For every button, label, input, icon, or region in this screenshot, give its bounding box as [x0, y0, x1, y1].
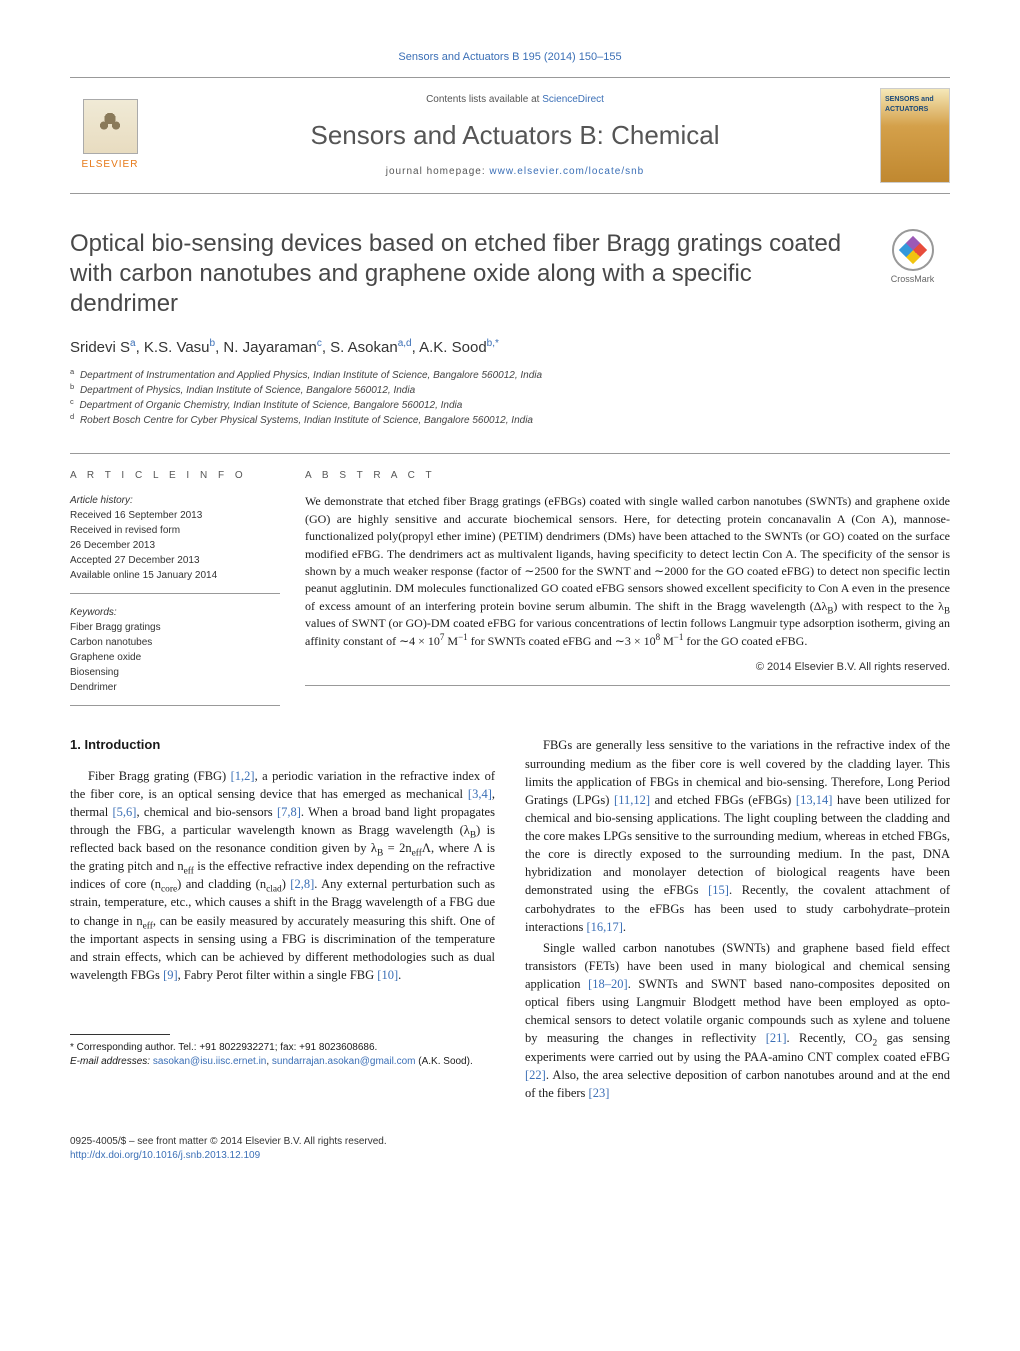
journal-cover-thumbnail: SENSORS and ACTUATORS: [880, 88, 950, 183]
keyword: Graphene oxide: [70, 650, 280, 665]
affiliations: a Department of Instrumentation and Appl…: [70, 368, 950, 428]
keywords-heading: Keywords:: [70, 607, 117, 618]
email-link-2[interactable]: sundarrajan.asokan@gmail.com: [272, 1056, 416, 1067]
journal-homepage-line: journal homepage: www.elsevier.com/locat…: [150, 165, 880, 179]
crossmark-label: CrossMark: [891, 273, 935, 286]
issn-line: 0925-4005/$ – see front matter © 2014 El…: [70, 1135, 950, 1149]
history-heading: Article history:: [70, 495, 133, 506]
abstract-label: a b s t r a c t: [305, 469, 950, 483]
abstract-text: We demonstrate that etched fiber Bragg g…: [305, 493, 950, 650]
footnote-rule: [70, 1034, 170, 1035]
journal-header: ELSEVIER Contents lists available at Sci…: [70, 77, 950, 194]
affiliation-line: b Department of Physics, Indian Institut…: [70, 383, 950, 398]
crossmark-badge[interactable]: CrossMark: [875, 229, 950, 286]
keyword: Carbon nanotubes: [70, 635, 280, 650]
crossmark-icon: [892, 229, 934, 271]
affiliation-line: a Department of Instrumentation and Appl…: [70, 368, 950, 383]
history-line: Received 16 September 2013: [70, 508, 280, 523]
intro-paragraph-3: Single walled carbon nanotubes (SWNTs) a…: [525, 939, 950, 1102]
sciencedirect-link[interactable]: ScienceDirect: [542, 94, 604, 105]
publisher-name: ELSEVIER: [82, 158, 139, 172]
abstract-copyright: © 2014 Elsevier B.V. All rights reserved…: [305, 660, 950, 686]
corresponding-author-footnote: * Corresponding author. Tel.: +91 802293…: [70, 1041, 495, 1069]
homepage-link[interactable]: www.elsevier.com/locate/snb: [489, 166, 644, 177]
keywords-block: Keywords: Fiber Bragg gratingsCarbon nan…: [70, 606, 280, 706]
elsevier-tree-icon: [83, 99, 138, 154]
history-line: Received in revised form: [70, 523, 280, 538]
affiliation-line: c Department of Organic Chemistry, India…: [70, 398, 950, 413]
publisher-logo: ELSEVIER: [70, 91, 150, 181]
article-title: Optical bio-sensing devices based on etc…: [70, 229, 875, 319]
article-info-label: a r t i c l e i n f o: [70, 469, 280, 483]
intro-paragraph-1: Fiber Bragg grating (FBG) [1,2], a perio…: [70, 767, 495, 985]
contents-prefix: Contents lists available at: [426, 94, 542, 105]
history-line: Available online 15 January 2014: [70, 568, 280, 583]
history-line: Accepted 27 December 2013: [70, 553, 280, 568]
cover-label: SENSORS and ACTUATORS: [885, 95, 945, 115]
email-label: E-mail addresses:: [70, 1056, 153, 1067]
email-tail: (A.K. Sood).: [415, 1056, 472, 1067]
email-link-1[interactable]: sasokan@isu.iisc.ernet.in: [153, 1056, 267, 1067]
author-list: Sridevi Sa, K.S. Vasub, N. Jayaramanc, S…: [70, 337, 950, 358]
history-line: 26 December 2013: [70, 538, 280, 553]
keyword: Biosensing: [70, 665, 280, 680]
article-history-block: Article history: Received 16 September 2…: [70, 493, 280, 594]
keyword: Fiber Bragg gratings: [70, 620, 280, 635]
intro-paragraph-2: FBGs are generally less sensitive to the…: [525, 736, 950, 935]
section-1-heading: 1. Introduction: [70, 736, 495, 754]
journal-title: Sensors and Actuators B: Chemical: [150, 117, 880, 153]
journal-reference: Sensors and Actuators B 195 (2014) 150–1…: [70, 50, 950, 65]
corr-author-line: * Corresponding author. Tel.: +91 802293…: [70, 1041, 495, 1055]
bottom-metadata: 0925-4005/$ – see front matter © 2014 El…: [70, 1135, 950, 1163]
keyword: Dendrimer: [70, 680, 280, 695]
doi-link[interactable]: http://dx.doi.org/10.1016/j.snb.2013.12.…: [70, 1150, 260, 1161]
homepage-prefix: journal homepage:: [386, 166, 490, 177]
affiliation-line: d Robert Bosch Centre for Cyber Physical…: [70, 413, 950, 428]
contents-available-line: Contents lists available at ScienceDirec…: [150, 93, 880, 107]
